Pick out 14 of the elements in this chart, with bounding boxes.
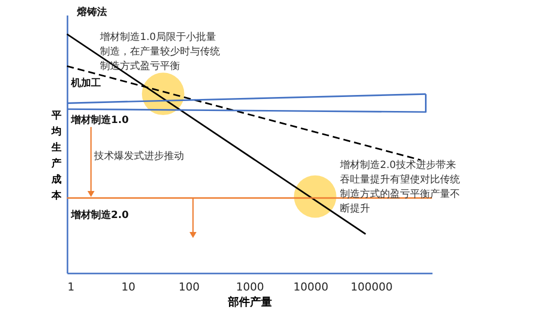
x-tick-label: 1000 [236, 280, 264, 294]
series-label: 增材制造2.0 [70, 208, 129, 221]
x-tick-label: 10 [121, 280, 136, 294]
x-axis-title: 部件产量 [227, 296, 272, 308]
annotation: 增材制造2.0技术进步带来吞吐量提升有望使对比传统制造方式的盈亏平衡产量不断提升 [339, 159, 460, 214]
series-label: 增材制造1.0 [70, 114, 129, 126]
x-tick-label: 1 [68, 280, 74, 294]
annotation: 技术爆发式进步推动 [93, 150, 184, 162]
x-tick-label: 100 [178, 280, 200, 294]
series-label: 熔铸法 [76, 6, 107, 18]
x-tick-label: 10000 [293, 280, 328, 294]
x-tick-label: 100000 [350, 280, 393, 294]
series-label: 机加工 [70, 77, 101, 90]
y-axis-title: 平均生产成本 [50, 110, 62, 202]
